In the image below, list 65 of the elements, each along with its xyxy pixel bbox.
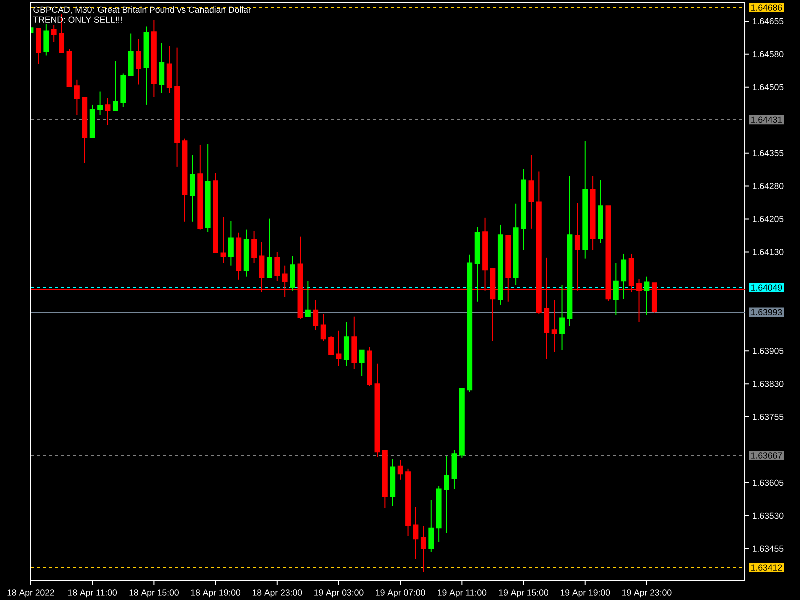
- candlestick: [290, 256, 296, 292]
- candlestick: [359, 350, 365, 377]
- candlestick: [98, 91, 104, 116]
- x-tick-label: 18 Apr 15:00: [130, 590, 179, 598]
- candlestick: [51, 24, 57, 43]
- candlestick: [305, 280, 311, 318]
- candlestick: [313, 300, 319, 331]
- x-tick-label: 19 Apr 03:00: [314, 590, 364, 598]
- candlestick: [166, 46, 172, 94]
- candlestick: [613, 262, 619, 316]
- y-tick-label: 1.63755: [753, 414, 784, 420]
- chart-title: GBPCAD, M30: Great Britain Pound vs Canadian Dollar: [34, 6, 252, 14]
- ref-line-label: 1.63667: [752, 452, 782, 459]
- candlestick: [105, 97, 111, 126]
- x-tick-label: 19 Apr 11:00: [438, 590, 487, 598]
- candlestick: [444, 456, 450, 534]
- ref-line-label: 1.64049: [752, 284, 782, 291]
- candlestick: [644, 276, 650, 316]
- y-tick-label: 1.64355: [753, 150, 784, 156]
- candlestick: [528, 154, 534, 230]
- candlestick: [413, 506, 419, 560]
- candlestick: [344, 322, 350, 367]
- y-tick-label: 1.63605: [753, 480, 784, 486]
- candlestick: [159, 42, 165, 94]
- y-tick-label: 1.64280: [753, 183, 784, 190]
- x-tick-label: 19 Apr 07:00: [376, 590, 426, 598]
- y-tick-label: 1.63455: [753, 546, 784, 552]
- x-tick-label: 18 Apr 11:00: [68, 590, 118, 598]
- y-tick-label: 1.64580: [753, 51, 784, 58]
- x-tick-label: 19 Apr 23:00: [622, 590, 672, 598]
- candlestick: [560, 284, 565, 351]
- candlestick: [328, 336, 334, 356]
- ref-line-label: 1.63993: [752, 309, 782, 316]
- candlestick: [398, 460, 404, 480]
- candlestick: [621, 253, 627, 300]
- y-tick-label: 1.63905: [753, 348, 784, 354]
- ref-line-label: 1.64686: [752, 4, 782, 11]
- y-tick-label: 1.63830: [753, 380, 784, 388]
- x-tick-label: 18 Apr 2022: [8, 590, 54, 598]
- x-tick-label: 19 Apr 15:00: [499, 590, 549, 598]
- candlestick: [74, 79, 80, 116]
- candlestick: [552, 300, 558, 352]
- ref-line-label: 1.64431: [752, 116, 782, 124]
- candlestick: [320, 314, 326, 342]
- candlestick: [252, 230, 257, 264]
- candlestick: [44, 24, 50, 56]
- candlestick: [112, 60, 118, 112]
- y-tick-label: 1.64505: [753, 84, 784, 90]
- candlestick: [274, 252, 280, 282]
- x-tick-label: 18 Apr 23:00: [252, 590, 302, 598]
- y-tick-label: 1.64130: [753, 249, 784, 256]
- y-tick-label: 1.64655: [753, 18, 784, 25]
- candlestick: [336, 330, 342, 367]
- candlestick: [428, 500, 434, 552]
- y-tick-label: 1.63530: [753, 512, 784, 520]
- candlestick: [136, 38, 142, 86]
- candlestick: [190, 154, 196, 222]
- x-tick-label: 18 Apr 19:00: [191, 590, 241, 598]
- candlestick: [228, 220, 234, 266]
- y-tick-label: 1.64205: [753, 216, 784, 222]
- candlestick: [266, 218, 272, 279]
- candlestick: [420, 526, 426, 573]
- candlestick: [220, 216, 226, 264]
- ref-line-label: 1.63412: [752, 564, 782, 571]
- x-tick-label: 19 Apr 19:00: [560, 590, 610, 598]
